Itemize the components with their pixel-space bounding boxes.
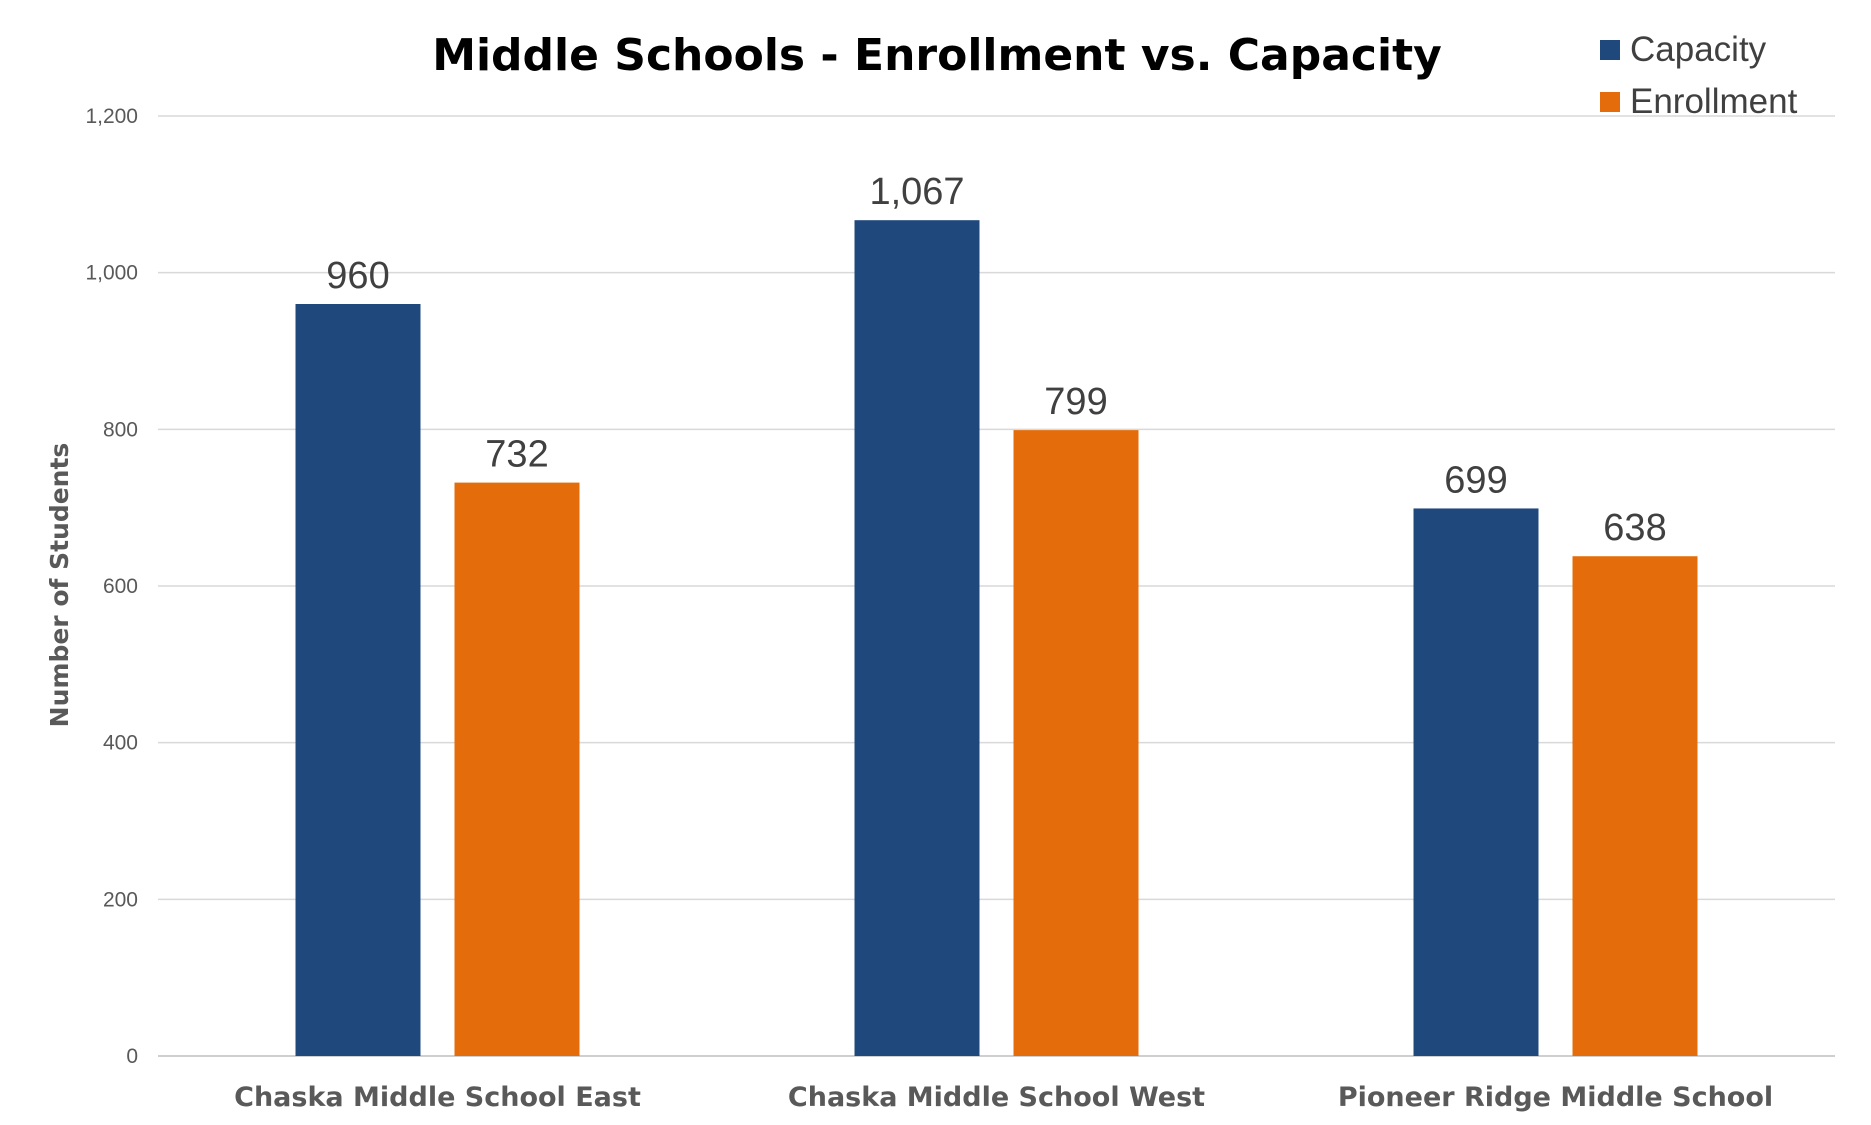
- legend-label-capacity: Capacity: [1630, 30, 1767, 69]
- legend-swatch-capacity: [1600, 40, 1620, 60]
- y-tick-label: 600: [103, 575, 138, 598]
- y-tick-label: 400: [103, 732, 138, 755]
- legend-swatch-enrollment: [1600, 92, 1620, 112]
- bar-capacity: [854, 220, 980, 1056]
- x-axis-category-labels: Chaska Middle School East Chaska Middle S…: [234, 1082, 1773, 1113]
- bar-capacity: [295, 304, 421, 1056]
- x-category-label: Pioneer Ridge Middle School: [1338, 1082, 1773, 1113]
- y-tick-label: 800: [103, 418, 138, 441]
- x-category-label: Chaska Middle School East: [234, 1082, 641, 1113]
- data-label-enrollment: 732: [485, 434, 548, 476]
- bar-enrollment: [1013, 430, 1139, 1056]
- y-tick-label: 0: [126, 1045, 138, 1068]
- legend: Capacity Enrollment: [1600, 30, 1798, 121]
- data-label-enrollment: 638: [1603, 507, 1666, 549]
- bar-capacity: [1413, 508, 1539, 1056]
- x-category-label: Chaska Middle School West: [788, 1082, 1205, 1113]
- chart-title: Middle Schools - Enrollment vs. Capacity: [432, 30, 1442, 81]
- data-label-capacity: 1,067: [869, 171, 964, 213]
- data-label-capacity: 699: [1444, 459, 1507, 501]
- gridlines: [158, 115, 1835, 1057]
- data-label-capacity: 960: [326, 255, 389, 297]
- y-axis-title: Number of Students: [45, 443, 74, 728]
- data-label-enrollment: 799: [1044, 381, 1107, 423]
- data-labels: 960 732 1,067 799 699 638: [326, 171, 1666, 549]
- y-tick-label: 200: [103, 888, 138, 911]
- y-tick-label: 1,000: [85, 262, 138, 285]
- bars: [295, 220, 1698, 1057]
- y-tick-label: 1,200: [85, 105, 138, 128]
- bar-enrollment: [454, 482, 580, 1057]
- y-axis-tick-labels: 0 200 400 600 800 1,000 1,200: [85, 105, 138, 1068]
- bar-enrollment: [1572, 556, 1698, 1056]
- legend-label-enrollment: Enrollment: [1630, 82, 1798, 121]
